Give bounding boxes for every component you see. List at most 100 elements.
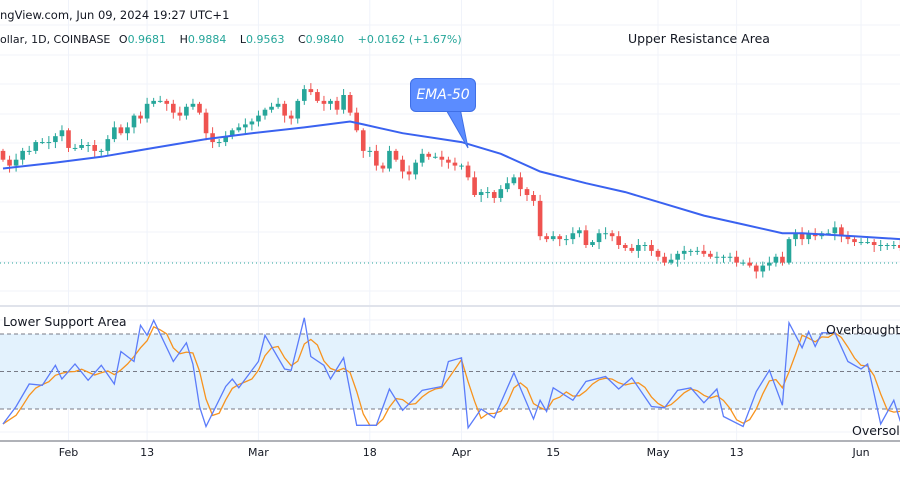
candle bbox=[360, 128, 366, 158]
candle bbox=[98, 148, 104, 156]
candle bbox=[433, 152, 438, 159]
candle-body bbox=[151, 100, 156, 104]
candle-body bbox=[616, 236, 621, 245]
candle bbox=[243, 118, 248, 135]
candle-body bbox=[655, 250, 661, 257]
candle bbox=[793, 229, 798, 247]
candle bbox=[223, 131, 228, 147]
candle bbox=[799, 227, 805, 246]
upper-resistance-label: Upper Resistance Area bbox=[628, 31, 770, 46]
candle bbox=[72, 143, 78, 151]
candle bbox=[596, 229, 602, 250]
candle-body bbox=[413, 162, 418, 175]
candle bbox=[151, 97, 156, 107]
candle-body bbox=[46, 142, 52, 144]
candle bbox=[898, 239, 900, 251]
lower-support-label: Lower Support Area bbox=[3, 314, 127, 329]
x-tick-label: Feb bbox=[58, 446, 79, 459]
candle-body bbox=[125, 127, 130, 134]
candle-body bbox=[85, 145, 91, 146]
ema50-line bbox=[2, 120, 900, 241]
candle bbox=[347, 92, 353, 116]
candle bbox=[884, 243, 890, 250]
candle-body bbox=[727, 256, 733, 258]
candle bbox=[498, 185, 504, 202]
candle-body bbox=[131, 115, 137, 128]
candle bbox=[40, 138, 45, 145]
candle-body bbox=[367, 150, 373, 152]
candle-body bbox=[740, 262, 746, 264]
candle bbox=[701, 244, 707, 257]
candle-body bbox=[321, 100, 327, 104]
candle bbox=[413, 159, 418, 180]
candle-body bbox=[806, 233, 811, 240]
candle-body bbox=[609, 233, 615, 237]
candle-body bbox=[184, 106, 189, 116]
candle-body bbox=[66, 130, 71, 148]
candle-body bbox=[799, 233, 805, 240]
candle-body bbox=[622, 245, 628, 248]
candle bbox=[295, 98, 301, 124]
candle bbox=[583, 225, 589, 248]
candle bbox=[806, 230, 811, 245]
candle bbox=[92, 140, 97, 157]
candle-body bbox=[203, 112, 209, 134]
candle-body bbox=[695, 250, 700, 252]
candle-body bbox=[786, 239, 792, 263]
x-tick-label: 13 bbox=[140, 446, 155, 459]
candle bbox=[708, 250, 713, 259]
candle-body bbox=[328, 100, 333, 104]
candle bbox=[891, 241, 897, 249]
candle bbox=[511, 174, 517, 186]
candle bbox=[780, 251, 785, 266]
candle-body bbox=[295, 100, 301, 119]
candle-body bbox=[223, 136, 228, 143]
candle bbox=[695, 246, 700, 255]
candle bbox=[518, 172, 523, 197]
candle-body bbox=[570, 233, 576, 240]
candle-body bbox=[288, 115, 294, 119]
ohlc-high: H0.9884 bbox=[179, 33, 227, 46]
candle-body bbox=[26, 150, 32, 152]
candle bbox=[727, 252, 733, 262]
candle bbox=[302, 85, 307, 105]
candle bbox=[629, 243, 635, 253]
candle-body bbox=[164, 100, 170, 104]
candle-body bbox=[518, 177, 523, 190]
candle-body bbox=[524, 189, 530, 195]
candle-body bbox=[53, 136, 58, 143]
candle bbox=[852, 237, 857, 247]
candle-body bbox=[33, 142, 39, 151]
candle-body bbox=[531, 195, 536, 201]
candle-body bbox=[426, 153, 432, 157]
candle-body bbox=[387, 150, 392, 169]
candle-body bbox=[177, 112, 183, 116]
candle bbox=[491, 190, 497, 203]
candle-body bbox=[544, 236, 549, 240]
candle bbox=[393, 148, 399, 162]
candle bbox=[321, 95, 327, 111]
stoch-k-line bbox=[2, 317, 900, 430]
candle-body bbox=[459, 165, 464, 167]
candle-body bbox=[92, 145, 97, 151]
symbol-name: ollar, 1D, COINBASE bbox=[0, 33, 111, 46]
candle-body bbox=[40, 142, 45, 144]
candle-body bbox=[374, 150, 379, 166]
candle bbox=[557, 234, 563, 247]
candle bbox=[157, 95, 163, 103]
ohlc-open: O0.9681 bbox=[118, 33, 167, 46]
candle bbox=[688, 248, 694, 256]
candle bbox=[400, 155, 405, 179]
candle bbox=[53, 133, 58, 149]
candle bbox=[275, 97, 281, 109]
candle bbox=[13, 153, 19, 172]
candle-body bbox=[681, 250, 687, 254]
candle bbox=[472, 171, 477, 197]
candle bbox=[767, 256, 772, 271]
candle-body bbox=[629, 247, 635, 251]
candle-body bbox=[858, 242, 864, 244]
candle bbox=[20, 147, 25, 165]
candle-body bbox=[865, 242, 870, 244]
candle bbox=[603, 227, 608, 240]
